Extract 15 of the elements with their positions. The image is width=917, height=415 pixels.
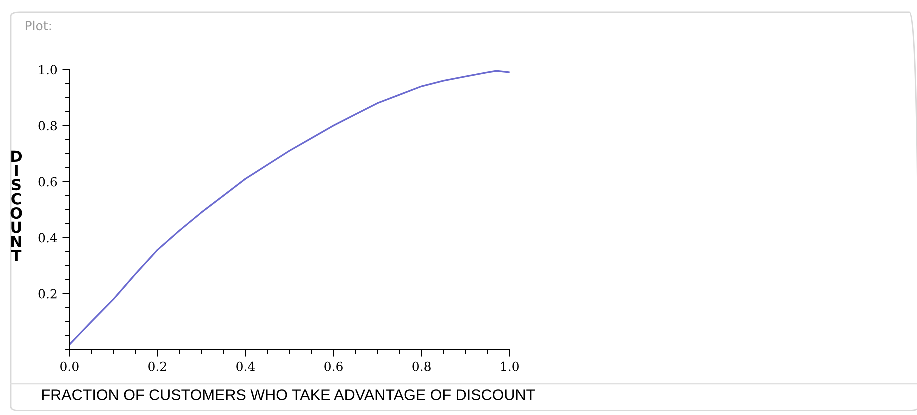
x-tick-label: 0.6 [324, 362, 343, 372]
y-tick-label: 0.2 [38, 289, 57, 299]
x-tick-label: 0.8 [412, 362, 431, 372]
y-axis-title: DISCOUNT [10, 150, 22, 262]
x-axis-title: FRACTION OF CUSTOMERS WHO TAKE ADVANTAGE OF DISCOUNT [42, 390, 536, 400]
x-tick-label: 0.4 [236, 362, 256, 372]
x-tick-label: 0.2 [148, 362, 166, 372]
chart-title: Plot: [26, 20, 52, 31]
x-tick-label: 0.0 [60, 362, 79, 372]
y-tick-label: 0.8 [38, 121, 58, 131]
x-tick-label: 1.0 [501, 362, 519, 372]
line-series [70, 70, 510, 346]
y-tick-label: 0.4 [38, 233, 58, 243]
y-tick-label: 1.0 [40, 65, 58, 75]
y-tick-label: 0.6 [38, 177, 58, 187]
